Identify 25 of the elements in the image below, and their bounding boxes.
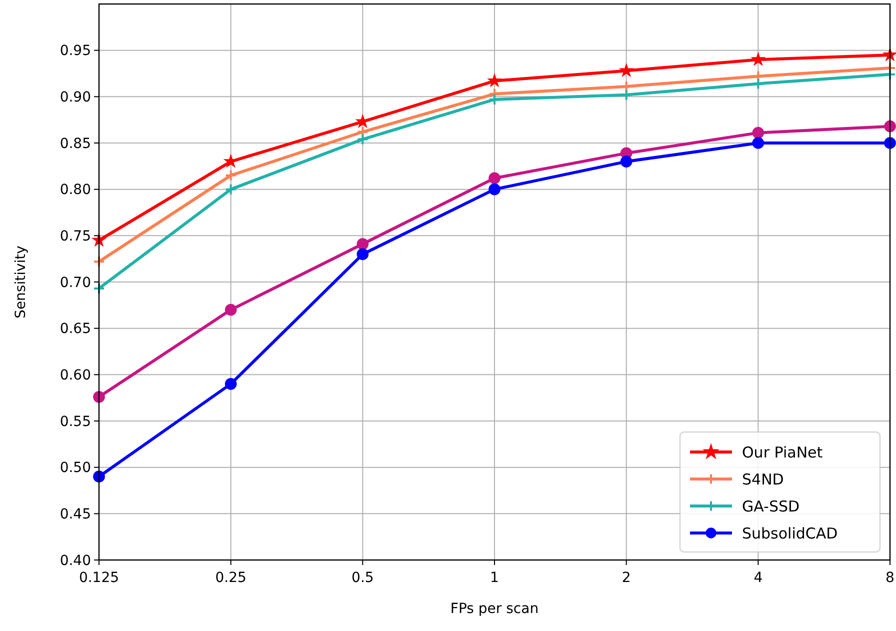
x-tick-label: 2 — [622, 570, 631, 586]
y-tick-label: 0.95 — [60, 43, 91, 60]
y-tick-label: 0.90 — [60, 90, 91, 106]
y-tick-label: 0.65 — [60, 321, 91, 338]
y-tick-label: 0.50 — [60, 460, 91, 476]
y-tick-label: 0.85 — [60, 136, 91, 152]
legend-label: S4ND — [742, 470, 784, 488]
x-axis-title: FPs per scan — [450, 601, 539, 617]
y-tick-label: 0.80 — [60, 182, 91, 198]
x-tick-label: 4 — [754, 570, 763, 586]
legend-label: Our PiaNet — [742, 443, 823, 462]
legend-label: GA-SSD — [742, 497, 800, 516]
y-tick-label: 0.60 — [60, 368, 91, 384]
y-tick-label: 0.40 — [60, 552, 91, 569]
x-tick-label: 0.5 — [352, 570, 374, 586]
legend-label: SubsolidCAD — [742, 524, 838, 542]
y-tick-label: 0.75 — [60, 228, 91, 245]
y-tick-label: 0.55 — [60, 414, 91, 430]
y-tick-label: 0.70 — [60, 274, 91, 291]
x-tick-label: 0.125 — [78, 570, 120, 586]
x-tick-label: 8 — [886, 570, 894, 586]
x-tick-label: 0.25 — [215, 570, 246, 586]
y-axis-title: Sensitivity — [13, 246, 29, 318]
y-tick-label: 0.45 — [60, 506, 91, 523]
x-tick-label: 1 — [490, 570, 499, 586]
